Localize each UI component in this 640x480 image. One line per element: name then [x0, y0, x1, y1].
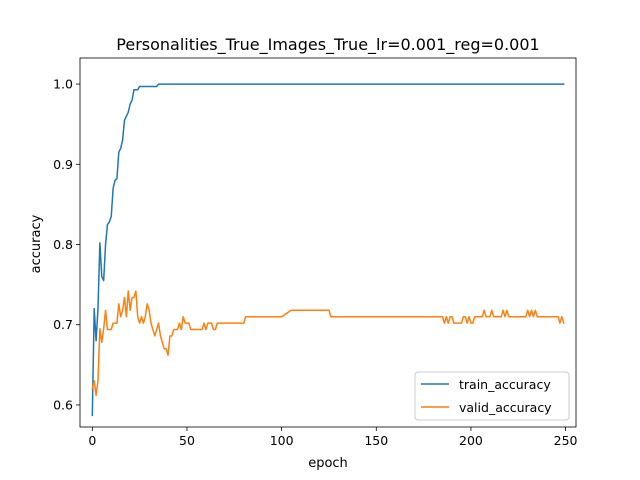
- x-tick-label: 100: [270, 433, 294, 448]
- y-tick-label: 0.9: [53, 157, 73, 172]
- y-tick-label: 0.6: [53, 397, 73, 412]
- series-line-valid: [91, 290, 565, 397]
- x-tick-label: 250: [554, 433, 578, 448]
- x-tick-label: 0: [88, 433, 96, 448]
- series-line-train: [91, 83, 565, 417]
- y-axis: 0.6 0.7 0.8 0.9 1.0: [53, 77, 80, 412]
- x-tick-label: 200: [459, 433, 483, 448]
- x-tick-label: 50: [179, 433, 195, 448]
- x-tick-label: 150: [364, 433, 388, 448]
- legend-box: [414, 371, 570, 421]
- x-axis: 0 50 100 150 200 250: [88, 427, 578, 448]
- y-tick-label: 1.0: [53, 77, 73, 92]
- y-tick-label: 0.7: [53, 317, 73, 332]
- plot-frame: [79, 57, 577, 428]
- y-tick-label: 0.8: [53, 237, 73, 252]
- legend-label-valid: valid_accuracy: [459, 400, 552, 415]
- legend-label-train: train_accuracy: [459, 377, 551, 392]
- y-axis-label: accuracy: [29, 214, 44, 273]
- legend: train_accuracy valid_accuracy: [414, 371, 570, 421]
- chart-title: Personalities_True_Images_True_lr=0.001_…: [116, 35, 539, 55]
- series-lines: [91, 83, 565, 417]
- x-axis-label: epoch: [308, 456, 348, 471]
